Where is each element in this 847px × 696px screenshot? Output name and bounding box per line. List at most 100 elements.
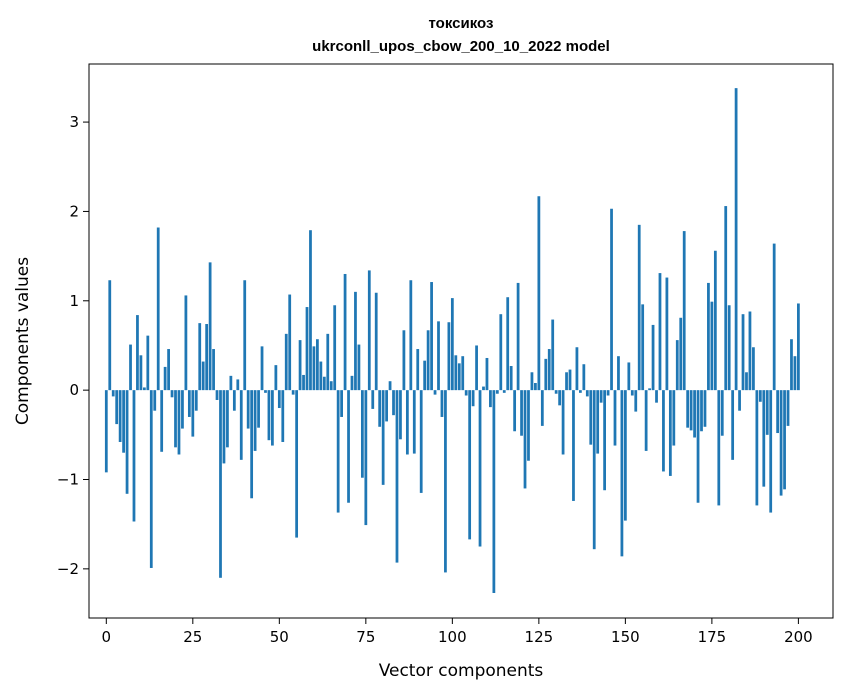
bar-180 xyxy=(727,305,731,391)
bar-165 xyxy=(675,340,679,391)
bar-34 xyxy=(222,390,226,464)
bar-55 xyxy=(295,390,299,538)
bar-104 xyxy=(464,390,468,396)
chart-subtitle: ukrconll_upos_cbow_200_10_2022 model xyxy=(312,38,610,55)
bar-122 xyxy=(527,390,530,461)
x-tick-label: 50 xyxy=(270,628,289,646)
y-tick-label: 0 xyxy=(69,381,79,399)
bar-166 xyxy=(679,317,683,391)
bar-111 xyxy=(489,390,492,408)
bar-61 xyxy=(316,339,319,391)
bar-159 xyxy=(655,390,658,403)
bar-16 xyxy=(160,390,164,452)
bar-36 xyxy=(229,375,233,391)
bar-124 xyxy=(534,383,537,391)
bar-71 xyxy=(350,375,354,391)
bar-58 xyxy=(305,307,309,391)
bar-44 xyxy=(257,390,260,428)
bar-92 xyxy=(423,360,427,391)
bar-87 xyxy=(405,390,409,455)
bar-97 xyxy=(440,390,444,417)
bar-8 xyxy=(132,390,136,522)
bar-17 xyxy=(163,366,167,391)
bar-163 xyxy=(668,390,672,476)
bar-96 xyxy=(437,321,440,391)
bar-160 xyxy=(658,273,662,391)
bar-155 xyxy=(641,304,645,391)
y-tick-label: 2 xyxy=(69,202,79,220)
bar-12 xyxy=(146,335,150,391)
x-tick-label: 25 xyxy=(183,628,202,646)
bar-19 xyxy=(170,390,174,398)
bar-78 xyxy=(374,292,378,391)
bar-7 xyxy=(129,344,132,391)
bar-42 xyxy=(250,390,254,499)
bar-171 xyxy=(696,390,700,503)
x-tick-label: 200 xyxy=(784,628,813,646)
bar-174 xyxy=(707,282,710,391)
bar-193 xyxy=(772,243,776,391)
bar-1 xyxy=(108,280,112,391)
bar-198 xyxy=(790,339,793,391)
bar-179 xyxy=(724,206,728,391)
bar-161 xyxy=(662,390,665,472)
bar-27 xyxy=(198,323,202,391)
bar-175 xyxy=(710,301,714,391)
bar-136 xyxy=(575,347,579,391)
bar-77 xyxy=(371,390,375,409)
bar-147 xyxy=(613,390,617,446)
bar-196 xyxy=(783,390,786,490)
bar-94 xyxy=(430,282,433,391)
bar-149 xyxy=(620,390,624,557)
bar-146 xyxy=(610,208,613,391)
bar-88 xyxy=(409,280,413,391)
x-tick-label: 75 xyxy=(356,628,375,646)
bar-110 xyxy=(485,357,489,391)
bar-5 xyxy=(122,390,125,453)
bar-38 xyxy=(236,379,240,391)
bar-178 xyxy=(720,390,724,436)
bar-0 xyxy=(104,390,108,473)
bar-105 xyxy=(468,390,472,540)
bar-33 xyxy=(219,390,222,578)
bar-116 xyxy=(506,297,510,391)
bar-3 xyxy=(115,390,119,425)
bar-184 xyxy=(741,314,745,391)
bar-10 xyxy=(139,355,143,391)
bar-187 xyxy=(752,347,755,391)
bar-9 xyxy=(136,315,139,391)
bar-113 xyxy=(495,390,499,394)
bar-76 xyxy=(367,270,371,391)
bar-173 xyxy=(703,390,707,427)
bar-108 xyxy=(478,390,482,547)
bar-150 xyxy=(623,390,627,521)
bar-114 xyxy=(499,314,503,391)
bar-32 xyxy=(215,390,219,400)
bar-120 xyxy=(520,390,523,436)
bar-52 xyxy=(284,333,288,391)
bar-127 xyxy=(544,358,548,391)
bar-45 xyxy=(260,346,264,391)
bar-84 xyxy=(395,390,399,563)
bar-117 xyxy=(509,366,513,391)
bar-182 xyxy=(734,88,738,391)
bar-189 xyxy=(758,390,762,402)
bar-54 xyxy=(291,390,295,395)
bar-130 xyxy=(554,390,558,394)
bar-139 xyxy=(585,390,589,397)
bar-148 xyxy=(617,356,620,391)
bar-186 xyxy=(748,311,752,391)
bar-102 xyxy=(457,363,461,391)
bar-56 xyxy=(298,340,302,391)
bar-135 xyxy=(572,390,575,501)
x-axis-label: Vector components xyxy=(379,661,544,681)
bar-176 xyxy=(713,250,717,391)
bar-46 xyxy=(264,390,267,393)
bar-65 xyxy=(329,381,333,391)
bar-41 xyxy=(246,390,250,429)
bar-79 xyxy=(378,390,382,427)
bar-93 xyxy=(426,330,430,391)
bar-131 xyxy=(558,390,562,406)
plot-area-frame xyxy=(88,63,834,619)
